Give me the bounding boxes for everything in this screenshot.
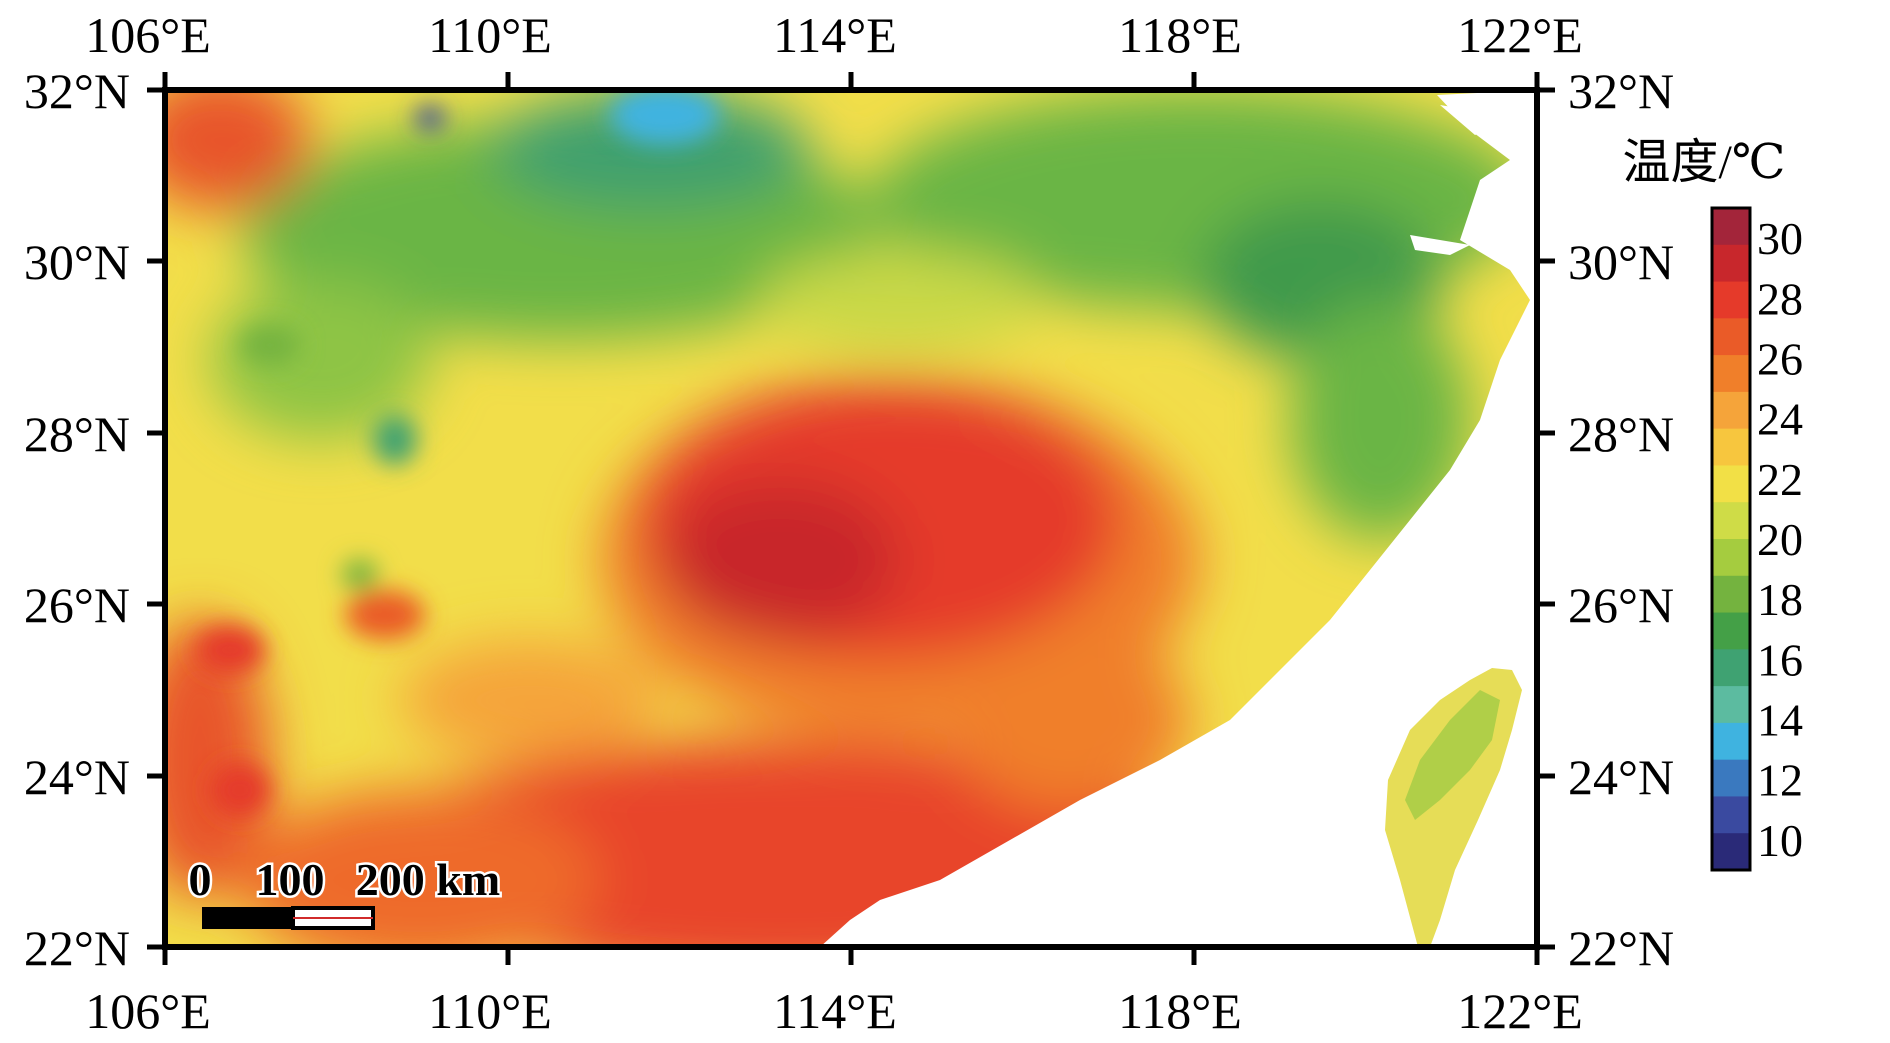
legend-swatch bbox=[1712, 208, 1750, 246]
y-axis-left bbox=[147, 87, 165, 950]
legend-tick-label: 20 bbox=[1757, 514, 1803, 565]
x-tick-label: 118°E bbox=[1118, 983, 1242, 1039]
legend-tick-labels: 30 28 26 24 22 20 18 16 14 12 10 bbox=[1757, 213, 1803, 866]
legend-tick-label: 12 bbox=[1757, 755, 1803, 806]
y-tick-label: 22°N bbox=[1568, 920, 1674, 976]
x-tick-label: 114°E bbox=[773, 983, 897, 1039]
scale-label-0: 0 bbox=[189, 854, 212, 905]
x-axis-top bbox=[162, 72, 1540, 90]
scale-label-100: 100 bbox=[256, 854, 325, 905]
legend-swatch bbox=[1712, 833, 1750, 871]
legend-colorbar bbox=[1712, 208, 1750, 871]
legend-tick-label: 14 bbox=[1757, 695, 1803, 746]
legend-tick-label: 28 bbox=[1757, 273, 1803, 324]
legend-swatch bbox=[1712, 428, 1750, 467]
x-tick-label: 114°E bbox=[773, 7, 897, 63]
legend-colorbar-frame bbox=[1710, 206, 1752, 872]
map-area bbox=[165, 90, 1537, 947]
y-tick-label: 26°N bbox=[1568, 577, 1674, 633]
legend-swatch bbox=[1712, 796, 1750, 834]
y-axis-right bbox=[1537, 87, 1555, 950]
y-tick-labels-left: 32°N 30°N 28°N 26°N 24°N 22°N bbox=[24, 63, 130, 976]
legend-swatch bbox=[1712, 318, 1750, 356]
legend-swatch bbox=[1712, 281, 1750, 319]
x-tick-label: 106°E bbox=[85, 7, 211, 63]
y-tick-label: 30°N bbox=[1568, 234, 1674, 290]
x-tick-label: 118°E bbox=[1118, 7, 1242, 63]
legend-swatch bbox=[1712, 686, 1750, 724]
legend-swatch bbox=[1712, 502, 1750, 540]
scale-bar-black-segment bbox=[202, 907, 294, 929]
legend-swatch bbox=[1712, 391, 1750, 430]
x-tick-label: 122°E bbox=[1457, 983, 1583, 1039]
legend-swatch bbox=[1712, 244, 1750, 283]
y-tick-label: 28°N bbox=[24, 406, 130, 462]
legend-tick-label: 30 bbox=[1757, 213, 1803, 264]
legend-swatch bbox=[1712, 722, 1750, 761]
legend-swatch bbox=[1712, 612, 1750, 650]
legend-swatch bbox=[1712, 575, 1750, 614]
y-tick-labels-right: 32°N 30°N 28°N 26°N 24°N 22°N bbox=[1568, 63, 1674, 976]
legend-tick-label: 26 bbox=[1757, 333, 1803, 384]
y-tick-label: 30°N bbox=[24, 234, 130, 290]
x-tick-labels-top: 106°E 110°E 114°E 118°E 122°E bbox=[85, 7, 1583, 63]
legend-swatch bbox=[1712, 465, 1750, 503]
x-tick-label: 110°E bbox=[428, 983, 552, 1039]
x-axis-bottom bbox=[162, 947, 1540, 965]
y-tick-label: 32°N bbox=[1568, 63, 1674, 119]
legend-swatch bbox=[1712, 355, 1750, 393]
scale-bar: 0 100 200 km bbox=[186, 852, 503, 930]
legend-tick-label: 18 bbox=[1757, 574, 1803, 625]
x-tick-label: 110°E bbox=[428, 7, 552, 63]
legend: 温度/℃ 30 28 26 24 22 20 18 16 14 12 10 bbox=[1622, 136, 1803, 872]
x-tick-label: 122°E bbox=[1457, 7, 1583, 63]
y-tick-label: 22°N bbox=[24, 920, 130, 976]
x-tick-label: 106°E bbox=[85, 983, 211, 1039]
legend-tick-label: 10 bbox=[1757, 815, 1803, 866]
y-tick-label: 32°N bbox=[24, 63, 130, 119]
legend-tick-label: 16 bbox=[1757, 634, 1803, 685]
legend-tick-label: 24 bbox=[1757, 394, 1803, 445]
y-tick-label: 24°N bbox=[24, 749, 130, 805]
legend-title: 温度/℃ bbox=[1622, 136, 1785, 189]
legend-swatch bbox=[1712, 759, 1750, 798]
scale-label-200km: 200 km bbox=[356, 854, 500, 905]
legend-swatch bbox=[1712, 539, 1750, 577]
y-tick-label: 24°N bbox=[1568, 749, 1674, 805]
y-tick-label: 28°N bbox=[1568, 406, 1674, 462]
y-tick-label: 26°N bbox=[24, 577, 130, 633]
legend-tick-label: 22 bbox=[1757, 454, 1803, 505]
x-tick-labels-bottom: 106°E 110°E 114°E 118°E 122°E bbox=[85, 983, 1583, 1039]
legend-swatch bbox=[1712, 649, 1750, 687]
